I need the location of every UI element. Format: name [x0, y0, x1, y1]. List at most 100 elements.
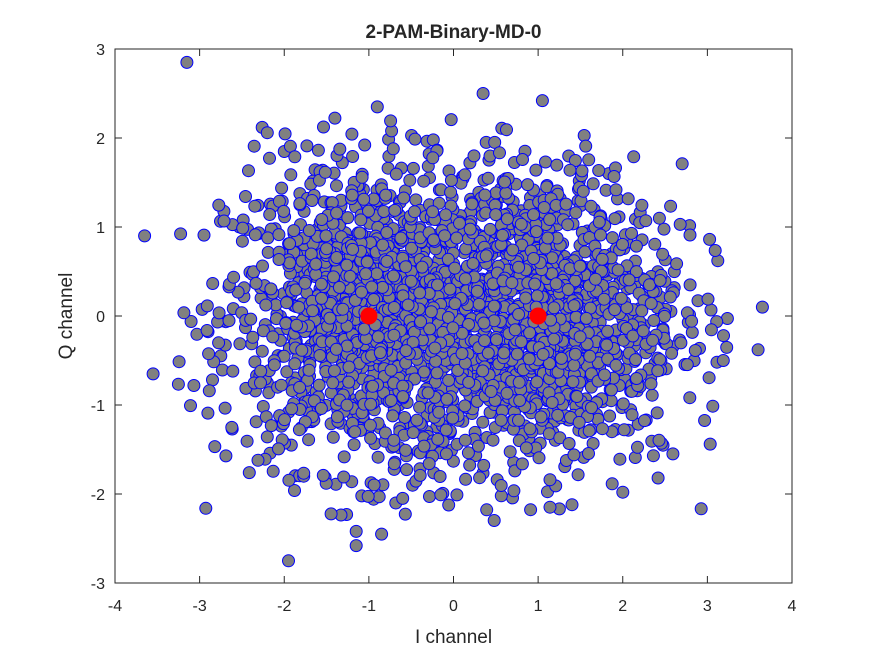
sample-point	[543, 357, 556, 370]
sample-point	[359, 267, 373, 281]
sample-point	[708, 244, 722, 257]
sample-point	[217, 214, 231, 228]
sample-point	[332, 280, 346, 294]
sample-point	[264, 282, 278, 296]
sample-point	[288, 484, 301, 497]
sample-point	[336, 302, 350, 316]
sample-point	[562, 437, 576, 450]
sample-point-outlier	[349, 524, 363, 538]
sample-point	[559, 197, 573, 211]
sample-point	[394, 231, 408, 245]
sample-point	[278, 127, 292, 141]
sample-point	[543, 473, 557, 487]
sample-point	[646, 449, 660, 463]
sample-point	[572, 415, 586, 429]
sample-point	[510, 347, 524, 361]
sample-point	[422, 457, 436, 471]
sample-point	[497, 346, 511, 360]
sample-point	[254, 376, 267, 390]
sample-point	[366, 379, 380, 393]
sample-point	[387, 457, 401, 471]
sample-point	[545, 396, 559, 409]
sample-point	[184, 315, 198, 328]
sample-point	[370, 267, 384, 281]
sample-point	[413, 286, 427, 300]
sample-point	[704, 323, 718, 337]
sample-point	[576, 184, 590, 198]
sample-point	[184, 399, 197, 413]
sample-point	[622, 273, 636, 287]
sample-point	[357, 192, 371, 206]
sample-point-outlier	[375, 527, 389, 541]
sample-point	[227, 270, 241, 284]
sample-point	[337, 470, 351, 484]
sample-point	[421, 386, 435, 400]
sample-point	[561, 218, 575, 232]
sample-point	[272, 228, 286, 242]
sample-point	[703, 437, 717, 451]
constellation-point	[360, 307, 378, 325]
sample-point	[657, 222, 671, 236]
sample-point	[706, 399, 720, 413]
sample-point	[371, 330, 385, 344]
sample-point	[401, 298, 415, 312]
sample-point	[472, 297, 486, 311]
sample-point	[277, 204, 291, 218]
sample-point	[389, 167, 403, 181]
sample-point	[523, 422, 537, 436]
sample-point	[579, 139, 593, 153]
sample-point	[592, 164, 606, 177]
sample-point	[438, 229, 452, 243]
sample-point	[554, 351, 568, 365]
y-axis-ticks: -3 -2 -1 0 1 2 3	[91, 42, 792, 593]
sample-point	[377, 205, 391, 218]
sample-point	[365, 280, 379, 294]
y-axis-label: Q channel	[56, 273, 77, 360]
sample-point	[582, 447, 595, 460]
sample-point	[364, 397, 378, 411]
sample-point	[499, 186, 513, 200]
y-tick-label: 2	[96, 131, 105, 148]
sample-point	[280, 365, 294, 379]
sample-point	[324, 507, 338, 521]
sample-point	[330, 410, 344, 424]
sample-point	[426, 151, 440, 165]
sample-point	[442, 498, 456, 512]
sample-point	[387, 301, 401, 314]
y-tick-label: -1	[91, 398, 105, 415]
sample-point	[212, 306, 226, 320]
sample-point	[527, 252, 541, 265]
sample-point	[616, 237, 629, 251]
sample-point	[285, 402, 299, 416]
sample-point	[249, 276, 263, 290]
x-axis-label: I channel	[415, 627, 492, 648]
sample-point	[387, 328, 401, 342]
x-axis-ticks: -4 -3 -2 -1 0 1 2 3 4	[108, 49, 797, 615]
sample-point-outlier	[755, 300, 769, 314]
sample-point	[171, 377, 185, 391]
sample-point	[315, 213, 329, 226]
sample-point	[476, 415, 490, 429]
sample-point	[302, 433, 316, 447]
sample-point	[585, 401, 598, 415]
sample-point	[473, 471, 487, 485]
sample-point	[601, 324, 615, 338]
samples-layer	[138, 55, 769, 568]
sample-point	[345, 188, 359, 202]
sample-point	[635, 304, 649, 318]
sample-point	[505, 276, 519, 290]
sample-point	[704, 303, 718, 317]
sample-point-outlier	[751, 343, 765, 357]
sample-point	[330, 179, 343, 193]
sample-point	[278, 413, 291, 427]
sample-point	[487, 299, 501, 313]
sample-point	[353, 226, 367, 240]
sample-point	[522, 352, 536, 366]
sample-point	[367, 293, 381, 306]
sample-point	[458, 168, 472, 182]
sample-point	[541, 231, 555, 245]
sample-point	[567, 358, 581, 372]
sample-point	[284, 168, 298, 182]
sample-point	[345, 127, 359, 141]
sample-point	[528, 277, 542, 291]
